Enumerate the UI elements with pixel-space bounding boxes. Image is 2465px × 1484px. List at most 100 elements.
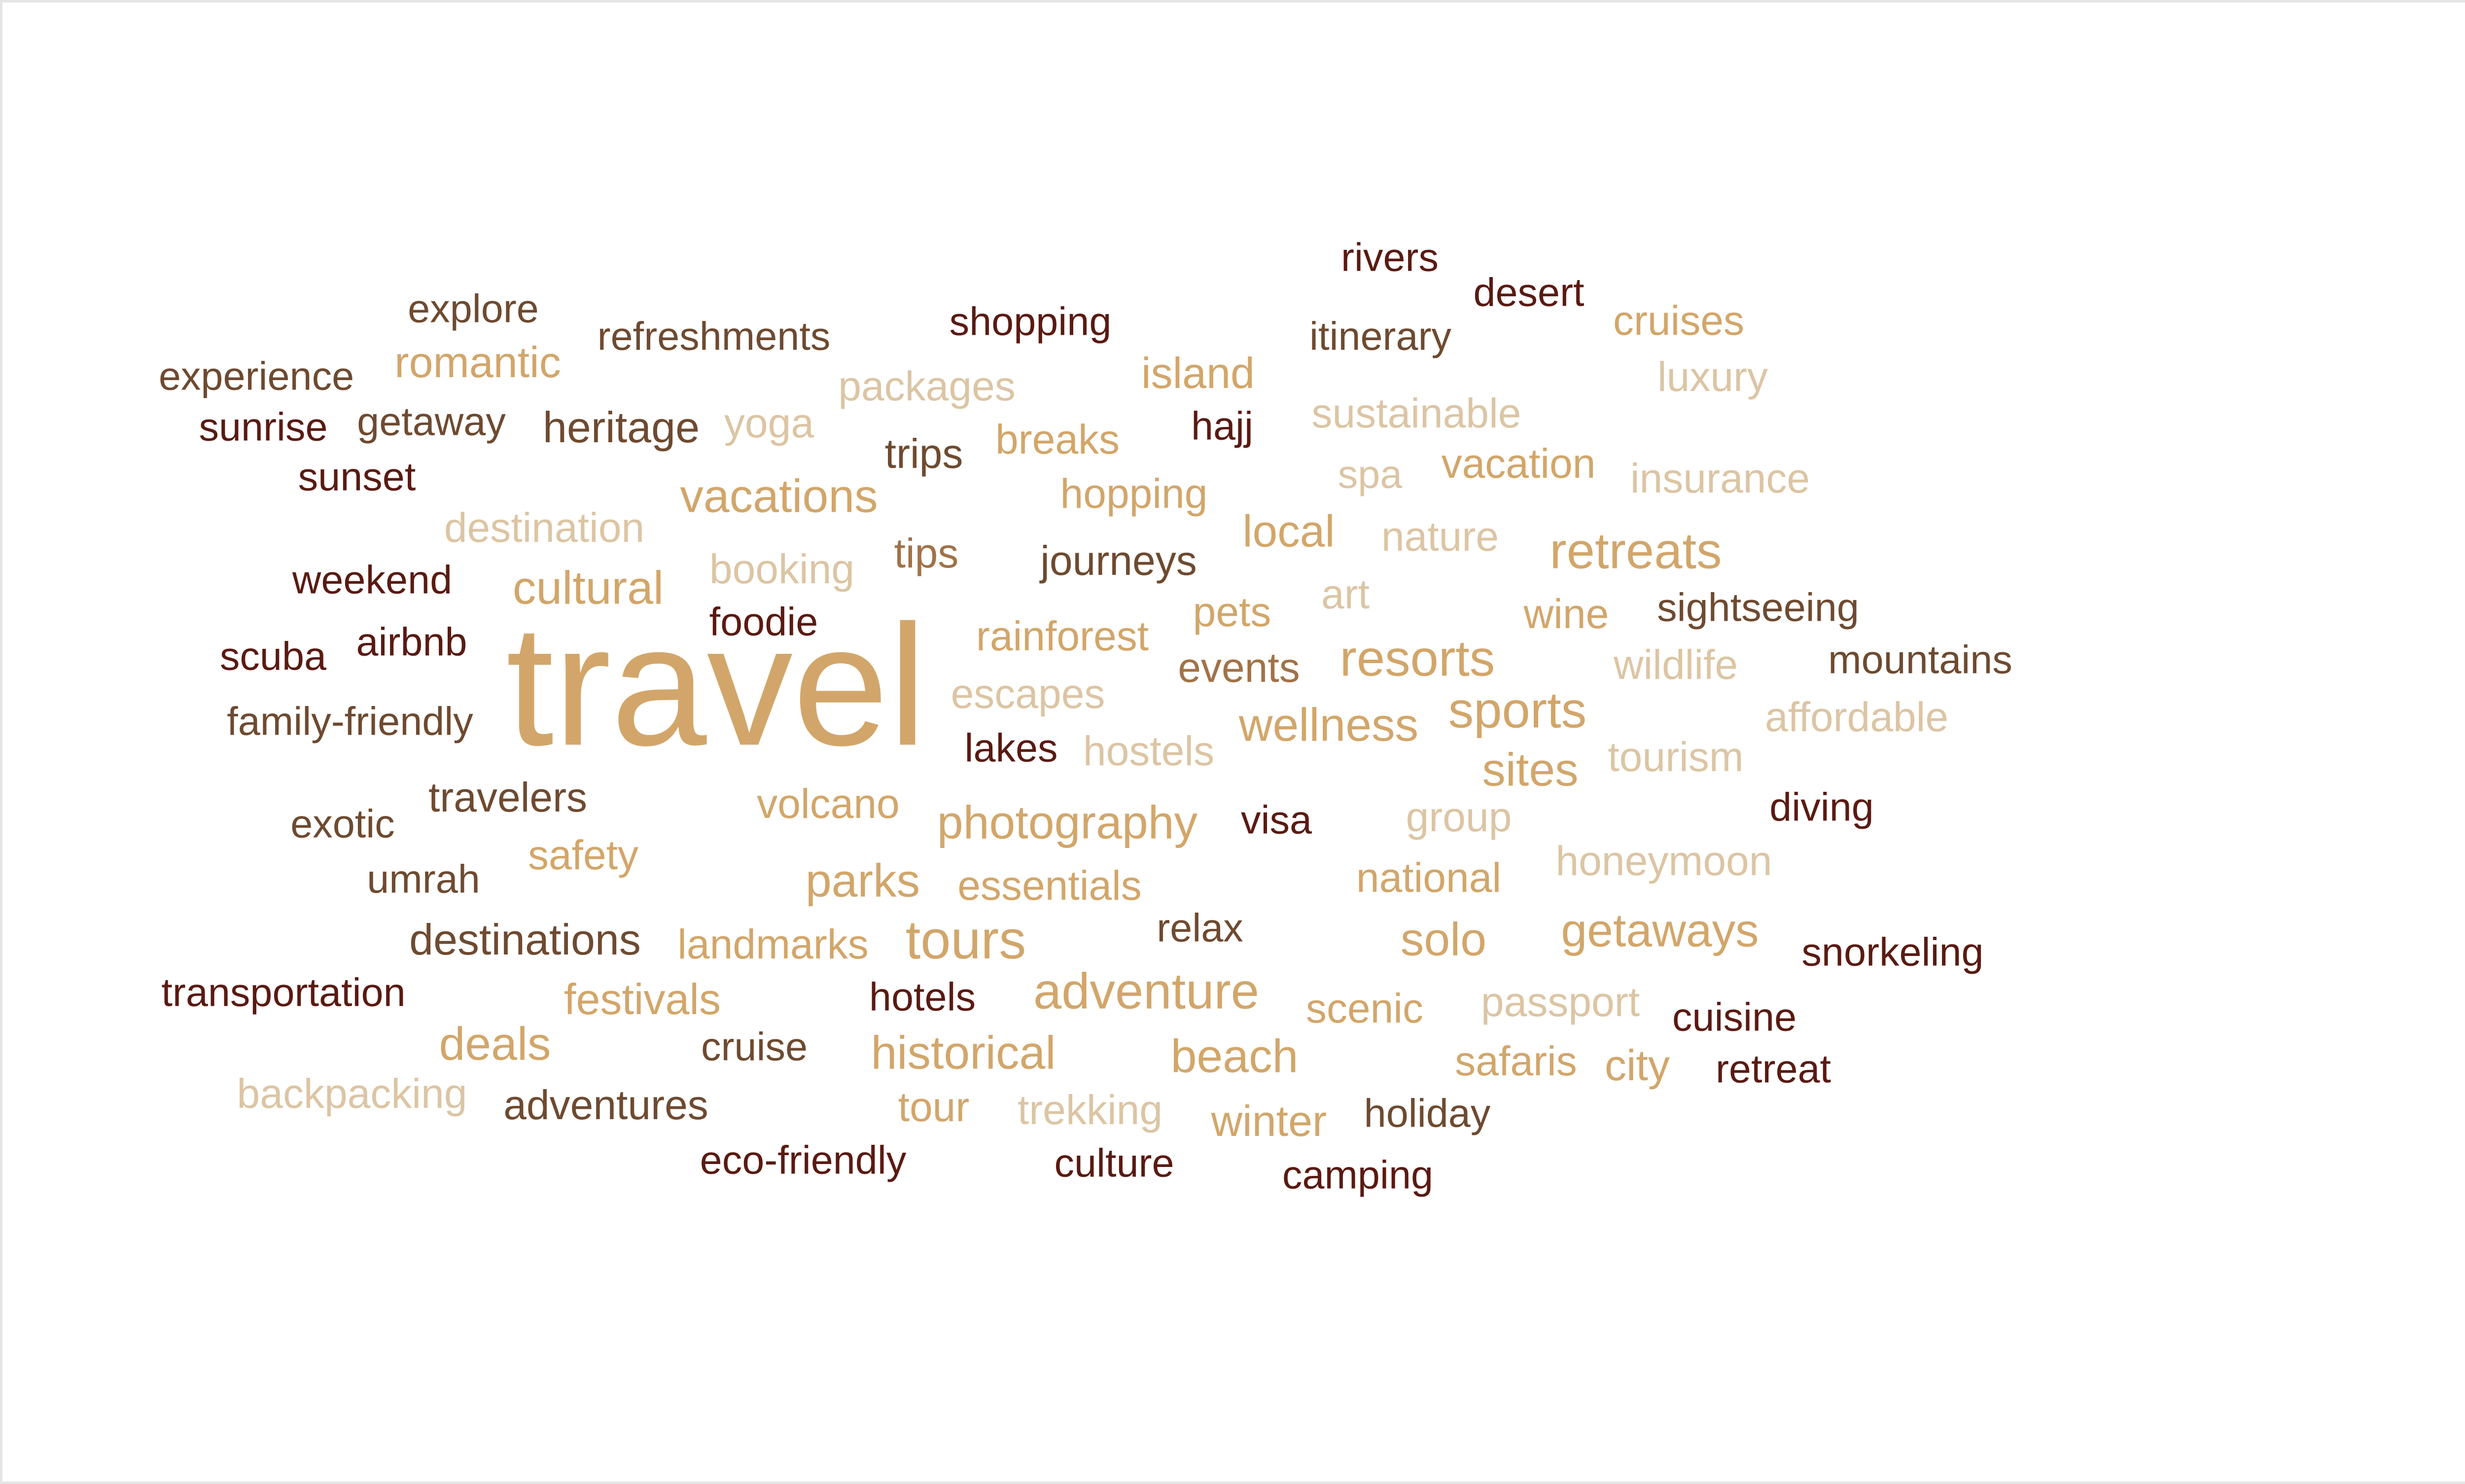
- word-heritage: heritage: [542, 403, 700, 452]
- word-shopping: shopping: [949, 299, 1112, 344]
- word-sports: sports: [1448, 681, 1587, 739]
- word-itinerary: itinerary: [1309, 314, 1452, 359]
- word-tours: tours: [905, 910, 1026, 970]
- word-refreshments: refreshments: [597, 314, 831, 359]
- word-sites: sites: [1482, 743, 1579, 796]
- word-retreats: retreats: [1549, 522, 1722, 579]
- word-events: events: [1178, 644, 1300, 691]
- word-mountains: mountains: [1828, 637, 2012, 682]
- word-vacation: vacation: [1441, 440, 1596, 487]
- word-honeymoon: honeymoon: [1555, 838, 1772, 884]
- word-travel: travel: [506, 589, 927, 781]
- word-camping: camping: [1282, 1153, 1434, 1198]
- word-hotels: hotels: [869, 975, 976, 1020]
- word-culture: culture: [1054, 1141, 1174, 1186]
- word-wildlife: wildlife: [1613, 641, 1738, 688]
- word-beach: beach: [1170, 1030, 1299, 1083]
- word-cruises: cruises: [1613, 297, 1745, 344]
- word-experience: experience: [158, 354, 354, 399]
- word-island: island: [1141, 349, 1255, 397]
- word-weekend: weekend: [292, 558, 453, 602]
- word-spa: spa: [1338, 452, 1403, 497]
- word-festivals: festivals: [564, 975, 721, 1024]
- word-relax: relax: [1157, 906, 1243, 951]
- word-romantic: romantic: [394, 338, 561, 387]
- word-resorts: resorts: [1339, 630, 1495, 687]
- word-scenic: scenic: [1305, 985, 1424, 1031]
- word-vacations: vacations: [680, 470, 878, 523]
- word-getaways: getaways: [1561, 904, 1759, 957]
- word-safaris: safaris: [1455, 1038, 1577, 1084]
- word-affordable: affordable: [1764, 694, 1949, 740]
- word-backpacking: backpacking: [237, 1070, 467, 1117]
- word-winter: winter: [1211, 1096, 1327, 1145]
- word-solo: solo: [1400, 913, 1487, 966]
- word-local: local: [1242, 506, 1335, 557]
- word-parks: parks: [805, 854, 920, 907]
- word-sunrise: sunrise: [199, 405, 328, 450]
- word-historical: historical: [871, 1026, 1056, 1079]
- word-adventure: adventure: [1033, 962, 1260, 1020]
- word-landmarks: landmarks: [677, 921, 869, 967]
- word-tourism: tourism: [1608, 734, 1744, 780]
- word-art: art: [1321, 571, 1370, 617]
- word-lakes: lakes: [964, 726, 1058, 771]
- word-hajj: hajj: [1191, 404, 1254, 449]
- word-journeys: journeys: [1040, 537, 1197, 584]
- word-adventures: adventures: [503, 1082, 708, 1128]
- word-sustainable: sustainable: [1311, 390, 1521, 436]
- word-visa: visa: [1240, 798, 1312, 843]
- word-getaway: getaway: [357, 399, 506, 444]
- word-transportation: transportation: [161, 970, 406, 1015]
- word-trekking: trekking: [1017, 1087, 1163, 1133]
- word-photography: photography: [937, 796, 1198, 849]
- word-foodie: foodie: [709, 600, 818, 644]
- word-deals: deals: [439, 1018, 551, 1070]
- word-rivers: rivers: [1341, 235, 1439, 280]
- word-group: group: [1406, 794, 1512, 840]
- word-essentials: essentials: [957, 862, 1142, 909]
- word-wellness: wellness: [1238, 699, 1419, 751]
- word-travelers: travelers: [428, 774, 588, 820]
- word-diving: diving: [1769, 785, 1874, 830]
- word-wine: wine: [1523, 591, 1609, 637]
- word-safety: safety: [528, 832, 639, 878]
- word-snorkeling: snorkeling: [1801, 930, 1984, 975]
- word-passport: passport: [1480, 979, 1640, 1025]
- word-escapes: escapes: [951, 671, 1105, 717]
- word-desert: desert: [1473, 270, 1585, 315]
- word-destinations: destinations: [409, 915, 641, 964]
- word-scuba: scuba: [219, 634, 327, 679]
- word-nature: nature: [1381, 513, 1499, 560]
- word-yoga: yoga: [724, 400, 814, 446]
- word-trips: trips: [884, 430, 963, 477]
- word-explore: explore: [408, 286, 539, 331]
- word-insurance: insurance: [1630, 455, 1810, 501]
- word-national: national: [1356, 854, 1502, 901]
- word-retreat: retreat: [1715, 1047, 1831, 1092]
- word-destination: destination: [444, 504, 645, 551]
- word-tips: tips: [894, 530, 959, 576]
- word-family-friendly: family-friendly: [227, 699, 473, 744]
- word-holiday: holiday: [1364, 1091, 1491, 1136]
- word-airbnb: airbnb: [356, 620, 467, 665]
- word-rainforest: rainforest: [976, 613, 1149, 659]
- word-city: city: [1605, 1041, 1670, 1090]
- word-cultural: cultural: [512, 562, 664, 614]
- word-sightseeing: sightseeing: [1657, 585, 1859, 630]
- word-hopping: hopping: [1060, 470, 1208, 517]
- word-umrah: umrah: [367, 857, 480, 902]
- word-packages: packages: [838, 363, 1016, 409]
- word-breaks: breaks: [995, 416, 1120, 462]
- word-booking: booking: [709, 546, 855, 592]
- word-eco-friendly: eco-friendly: [700, 1138, 907, 1183]
- word-sunset: sunset: [298, 455, 416, 499]
- word-volcano: volcano: [757, 780, 900, 827]
- word-luxury: luxury: [1657, 353, 1768, 400]
- word-cruise: cruise: [701, 1025, 808, 1069]
- word-exotic: exotic: [290, 802, 395, 847]
- word-tour: tour: [898, 1084, 970, 1130]
- word-hostels: hostels: [1083, 728, 1215, 774]
- word-cuisine: cuisine: [1672, 995, 1797, 1040]
